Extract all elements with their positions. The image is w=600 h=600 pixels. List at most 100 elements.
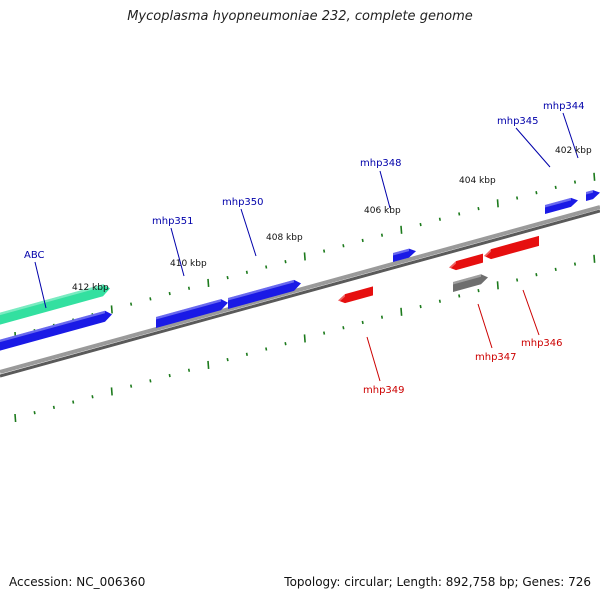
kbp-label-404: 404 kbp [459, 176, 496, 186]
gene-forward-a[interactable] [0, 310, 112, 352]
kbp-label-408: 408 kbp [266, 233, 303, 243]
inner-minor-tick [149, 379, 152, 383]
gene-forward-a-body [0, 310, 112, 351]
inner-minor-tick [265, 347, 268, 351]
gene-label-mhp348[interactable]: mhp348 [360, 158, 402, 169]
inner-major-tick [207, 360, 210, 369]
backbone-line [0, 205, 600, 374]
kbp-label-402: 402 kbp [555, 146, 592, 156]
gene-label-mhp347[interactable]: mhp347 [475, 352, 517, 363]
inner-minor-tick [91, 395, 94, 399]
gene-mhp351[interactable] [156, 299, 228, 328]
gene-abc-rna-body [0, 284, 110, 325]
gene-abc-rna-highlight [0, 284, 103, 316]
gene-mhp345-highlight [545, 197, 571, 208]
gene-mhp349-body [338, 286, 373, 304]
outer-minor-tick [168, 291, 171, 296]
kbp-label-410: 410 kbp [170, 259, 207, 269]
outer-minor-tick [130, 302, 133, 306]
gene-mhp346-highlight [484, 249, 491, 259]
gene-label-mhp346[interactable]: mhp346 [521, 338, 563, 349]
gene-mhp346-body [484, 235, 539, 260]
inner-minor-tick [52, 405, 55, 410]
inner-minor-tick [535, 273, 538, 277]
gene-mhp347-a[interactable] [449, 253, 483, 271]
outer-minor-tick [458, 212, 461, 216]
gene-mhp344-body [586, 190, 600, 201]
inner-minor-tick [516, 278, 519, 282]
gene-other[interactable] [453, 274, 488, 292]
gene-mhp351-body [156, 299, 228, 328]
inner-minor-tick [438, 299, 441, 303]
gene-abc-rna[interactable] [0, 284, 110, 326]
gene-other-highlight [453, 274, 481, 285]
leader-mhp349 [366, 336, 381, 382]
inner-minor-tick [226, 357, 229, 362]
genome-summary-text: Topology: circular; Length: 892,758 bp; … [284, 575, 591, 589]
gene-mhp344-highlight [586, 190, 593, 195]
accession-text: Accession: NC_006360 [9, 575, 146, 589]
gene-mhp350-body [228, 279, 301, 309]
inner-minor-tick [477, 288, 480, 293]
gene-mhp350[interactable] [228, 279, 301, 309]
gene-features [0, 190, 600, 352]
gene-mhp348-highlight [393, 248, 409, 256]
inner-major-tick [303, 334, 306, 343]
leader-mhp346 [522, 289, 540, 336]
outer-minor-tick [419, 222, 422, 227]
leader-mhp351 [170, 227, 185, 277]
outer-minor-tick [554, 185, 557, 190]
outer-minor-tick [149, 297, 152, 301]
map-title: Mycoplasma hyopneumoniae 232, complete g… [127, 9, 473, 24]
gene-mhp346[interactable] [484, 235, 539, 260]
outer-minor-tick [380, 233, 384, 237]
outer-minor-tick [323, 249, 326, 253]
leader-mhp345 [515, 127, 551, 168]
inner-major-tick [400, 307, 403, 316]
label-leader-lines [34, 112, 579, 382]
gene-label-mhp344[interactable]: mhp344 [543, 101, 585, 112]
leader-mhp344 [562, 112, 579, 159]
inner-major-tick [14, 413, 17, 423]
inner-minor-tick [245, 352, 248, 356]
gene-mhp349[interactable] [338, 286, 373, 304]
outer-minor-tick [477, 206, 480, 211]
gene-mhp350-highlight [228, 279, 294, 301]
inner-minor-tick [573, 262, 577, 266]
inner-minor-tick [284, 342, 287, 346]
outer-minor-tick [245, 270, 248, 274]
leader-mhp348 [379, 170, 391, 209]
outer-major-tick [593, 172, 596, 181]
kbp-label-406: 406 kbp [364, 206, 401, 216]
inner-minor-tick [168, 373, 171, 378]
inner-minor-tick [380, 315, 384, 319]
outer-minor-tick [516, 196, 519, 200]
gene-mhp345[interactable] [545, 197, 578, 214]
leader-mhp350 [240, 208, 257, 257]
gene-mhp344[interactable] [586, 190, 600, 201]
gene-mhp347-a-highlight [449, 261, 456, 270]
gene-mhp348[interactable] [393, 248, 416, 262]
gene-forward-a-highlight [0, 310, 105, 343]
inner-minor-tick [554, 267, 557, 272]
gene-label-abc[interactable]: ABC [24, 250, 45, 261]
inner-minor-tick [323, 331, 326, 335]
leader-mhp347 [477, 303, 493, 349]
inner-minor-tick [187, 368, 191, 372]
inner-tick-track [14, 254, 596, 423]
genome-backbone [0, 205, 600, 378]
gene-label-mhp350[interactable]: mhp350 [222, 197, 264, 208]
gene-mhp349-highlight [338, 294, 345, 303]
gene-label-mhp351[interactable]: mhp351 [152, 216, 194, 227]
gene-label-mhp345[interactable]: mhp345 [497, 116, 539, 127]
inner-minor-tick [342, 326, 345, 330]
outer-minor-tick [265, 265, 268, 269]
inner-minor-tick [72, 400, 75, 404]
gene-label-mhp349[interactable]: mhp349 [363, 385, 405, 396]
outer-major-tick [400, 225, 403, 234]
inner-minor-tick [419, 304, 422, 309]
gene-other-body [453, 274, 488, 292]
leader-abc [34, 261, 47, 309]
outer-minor-tick [438, 217, 441, 221]
